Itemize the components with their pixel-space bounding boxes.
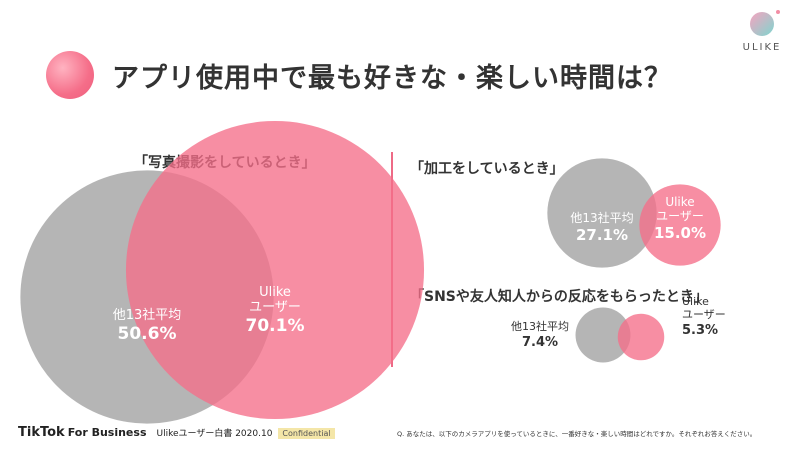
logo-dot-icon — [776, 10, 780, 14]
confidential-badge: Confidential — [278, 428, 335, 439]
series-name-other-13-average: 他13社平均 — [511, 319, 569, 333]
series-name-ulike-users: Ulike — [259, 285, 291, 300]
series-name-ulike-users: ユーザー — [656, 209, 704, 223]
value-label-other-13-average: 27.1% — [576, 226, 628, 244]
venn-chart-sns: 他13社平均 7.4% Ulikeユーザー 5.3% — [511, 295, 726, 363]
series-name-ulike-users: ユーザー — [249, 300, 301, 315]
chart-2-label: 「加工をしているとき」 — [410, 161, 564, 177]
value-label-other-13-average: 7.4% — [522, 335, 558, 350]
tiktok-logo: TikTok — [18, 425, 65, 440]
series-name-ulike-users: Ulike — [665, 195, 694, 209]
series-name-other-13-average: 他13社平均 — [570, 210, 633, 225]
logo-circle-icon — [750, 12, 774, 36]
title-decoration-circle — [46, 51, 94, 99]
report-title: Ulikeユーザー白書 2020.10 — [156, 429, 273, 439]
logo-text: ULIKE — [742, 42, 782, 53]
value-label-other-13-average: 50.6% — [118, 324, 177, 344]
for-business-text: For Business — [67, 426, 147, 439]
series-name-other-13-average: 他13社平均 — [113, 307, 182, 323]
footer-branding: TikTok For Business Ulikeユーザー白書 2020.10 Con… — [18, 425, 335, 440]
chart-3-label: 「SNSや友人知人からの反応をもらったとき」 — [410, 289, 708, 305]
venn-circle-ulike-users — [639, 184, 721, 266]
series-name-ulike-users: ユーザー — [682, 308, 726, 321]
value-label-ulike-users: 15.0% — [654, 224, 706, 242]
value-label-ulike-users: 5.3% — [682, 323, 718, 338]
ulike-logo: ULIKE — [742, 8, 782, 58]
venn-circle-other-13-average — [575, 307, 631, 363]
page-title: アプリ使用中で最も好きな・楽しい時間は？ — [112, 63, 672, 94]
venn-circle-ulike-users — [125, 120, 425, 420]
series-name-ulike-users: Ulike — [682, 295, 709, 308]
venn-circle-other-13-average — [547, 158, 657, 268]
venn-circle-ulike-users — [617, 313, 665, 361]
value-label-ulike-users: 70.1% — [246, 316, 305, 336]
survey-question-footnote: Q. あなたは、以下のカメラアプリを使っているときに、一番好きな・楽しい時間はど… — [397, 430, 757, 438]
